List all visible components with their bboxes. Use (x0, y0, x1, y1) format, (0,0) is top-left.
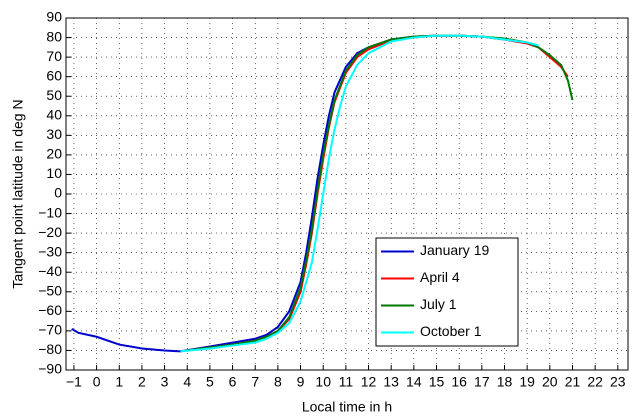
x-tick-label: 18 (497, 374, 513, 390)
x-axis-label: Local time in h (302, 399, 392, 415)
x-tick-label: 20 (542, 374, 558, 390)
y-tick-label: 10 (46, 165, 62, 181)
y-tick-label: −70 (38, 322, 62, 338)
y-axis-label: Tangent point latitude in deg N (10, 99, 26, 288)
legend-label: July 1 (420, 296, 457, 312)
y-tick-label: 60 (46, 67, 62, 83)
legend-label: April 4 (420, 269, 460, 285)
x-tick-label: 9 (297, 374, 305, 390)
y-tick-label: 30 (46, 126, 62, 142)
x-tick-label: 15 (429, 374, 445, 390)
x-tick-label: 16 (451, 374, 467, 390)
y-tick-label: −40 (38, 263, 62, 279)
plot-frame (65, 17, 629, 371)
y-tick-label: 50 (46, 87, 62, 103)
x-tick-label: 10 (315, 374, 331, 390)
y-tick-label: −30 (38, 243, 62, 259)
legend-box (375, 237, 519, 347)
x-tick-label: 2 (138, 374, 146, 390)
x-tick-label: 5 (206, 374, 214, 390)
y-tick-label: −80 (38, 341, 62, 357)
y-tick-label: 40 (46, 106, 62, 122)
x-tick-label: 17 (474, 374, 490, 390)
y-tick-label: −50 (38, 282, 62, 298)
x-tick-label: 21 (565, 374, 581, 390)
legend-label: October 1 (420, 323, 482, 339)
x-tick-label: 23 (610, 374, 626, 390)
y-tick-label: 20 (46, 146, 62, 162)
x-tick-label: 0 (93, 374, 101, 390)
x-tick-label: 22 (587, 374, 603, 390)
y-tick-label: −90 (38, 361, 62, 377)
x-tick-label: 13 (383, 374, 399, 390)
x-tick-label: 1 (115, 374, 123, 390)
x-tick-label: 19 (519, 374, 535, 390)
y-tick-label: −60 (38, 302, 62, 318)
x-tick-label: 8 (274, 374, 282, 390)
x-tick-label: 4 (183, 374, 191, 390)
x-tick-label: 6 (229, 374, 237, 390)
series-line (180, 34, 539, 353)
y-tick-label: 70 (46, 48, 62, 64)
x-tick-label: 12 (361, 374, 377, 390)
x-tick-label: 11 (339, 374, 354, 390)
y-tick-label: −10 (38, 204, 62, 220)
x-tick-label: −1 (66, 374, 82, 390)
x-tick-label: 3 (161, 374, 169, 390)
x-tick-label: 7 (251, 374, 259, 390)
y-tick-label: 80 (46, 28, 62, 44)
y-tick-label: 0 (54, 185, 62, 201)
x-tick-label: 14 (406, 374, 422, 390)
legend-label: January 19 (420, 242, 489, 258)
y-tick-label: 90 (46, 9, 62, 25)
y-tick-label: −20 (38, 224, 62, 240)
